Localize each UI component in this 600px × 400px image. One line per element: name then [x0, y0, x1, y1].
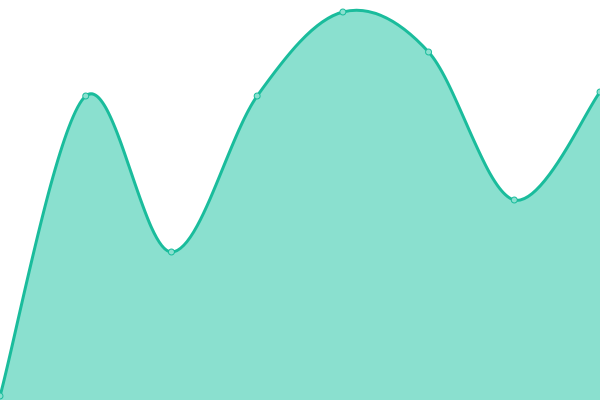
data-point [425, 48, 433, 56]
area-fill [0, 10, 600, 400]
data-point [167, 248, 175, 256]
data-point [339, 8, 347, 16]
data-point [0, 392, 4, 400]
data-point [82, 92, 90, 100]
data-markers [0, 8, 600, 400]
data-point [253, 92, 261, 100]
data-point [596, 88, 600, 96]
data-point [510, 196, 518, 204]
